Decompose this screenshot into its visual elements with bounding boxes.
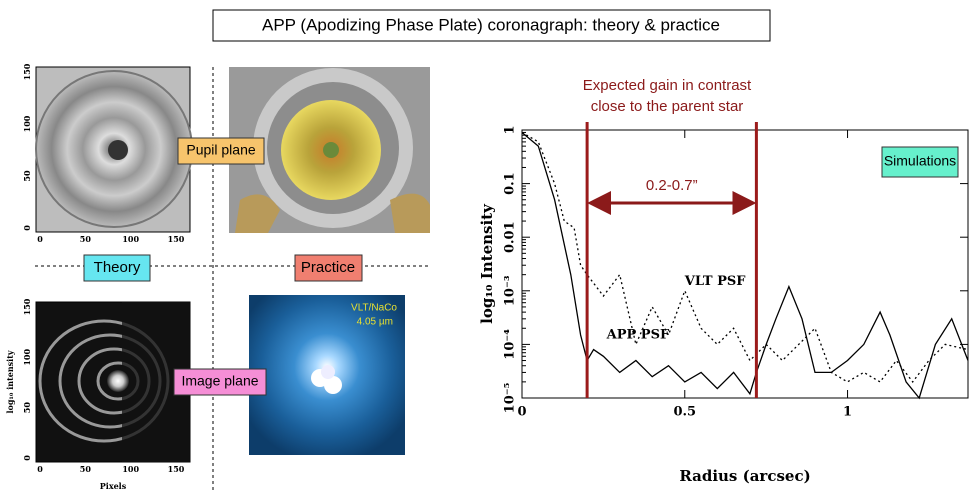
annotation-line1: Expected gain in contrast close to the pa… [583, 77, 752, 115]
image-label: Image plane [181, 373, 258, 389]
pupil-practice-photo [229, 67, 430, 233]
x-tick-label: 1 [843, 405, 852, 420]
theory-box [83, 254, 151, 282]
y-tick-label: 1 [503, 125, 518, 134]
image-y-tick: 0 [22, 225, 32, 231]
image-x-tick: 50 [80, 234, 92, 244]
image-ylabel: log₁₀ intensity [5, 350, 15, 413]
image-box [173, 368, 267, 396]
image-y-tick: 50 [22, 170, 32, 182]
simulations-label: Simulations [884, 153, 956, 169]
practice-label: Practice [301, 259, 355, 276]
instrument-label: VLT/NaCo [351, 303, 397, 314]
x-axis-label: Radius (arcsec) [679, 467, 810, 485]
image-x-tick: 150 [168, 464, 185, 474]
image-theory-image [35, 301, 191, 463]
series-label: APP PSF [606, 327, 670, 342]
y-tick-label: 0.01 [503, 221, 518, 253]
x-tick-label: 0 [517, 405, 526, 420]
theory-label: Theory [94, 259, 141, 276]
y-tick-label: 10⁻⁴ [503, 329, 518, 360]
image-y-tick: 150 [22, 63, 32, 80]
image-x-tick: 100 [122, 464, 139, 474]
simulations-box [881, 146, 959, 178]
series-label: VLT PSF [684, 274, 747, 289]
pupil-label: Pupil plane [186, 142, 255, 158]
image-y-tick: 50 [22, 402, 32, 414]
pupil-theory-image [35, 66, 193, 233]
practice-box [294, 254, 363, 282]
title-box [212, 9, 771, 42]
image-x-tick: 0 [37, 234, 43, 244]
image-x-tick: 150 [168, 234, 185, 244]
image-y-tick: 100 [22, 115, 32, 132]
image-practice-image [249, 295, 405, 455]
pupil-box [177, 137, 265, 165]
y-axis-label: log₁₀ Intensity [478, 203, 496, 324]
y-tick-label: 10⁻³ [503, 275, 518, 306]
series-line [521, 132, 969, 400]
range-label: 0.2-0.7” [646, 177, 698, 194]
plot-frame [521, 129, 969, 399]
image-y-tick: 100 [22, 349, 32, 366]
series-line [521, 131, 969, 383]
image-x-tick: 0 [37, 464, 43, 474]
wavelength-label: 4.05 µm [357, 317, 393, 328]
image-y-tick: 150 [22, 298, 32, 315]
y-tick-label: 0.1 [503, 172, 518, 195]
y-tick-label: 10⁻⁵ [503, 382, 518, 413]
image-x-tick: 50 [80, 464, 92, 474]
title: APP (Apodizing Phase Plate) coronagraph:… [262, 15, 720, 34]
image-y-tick: 0 [22, 455, 32, 461]
image-x-tick: 100 [122, 234, 139, 244]
image-xlabel: Pixels [100, 481, 127, 491]
x-tick-label: 0.5 [673, 405, 696, 420]
